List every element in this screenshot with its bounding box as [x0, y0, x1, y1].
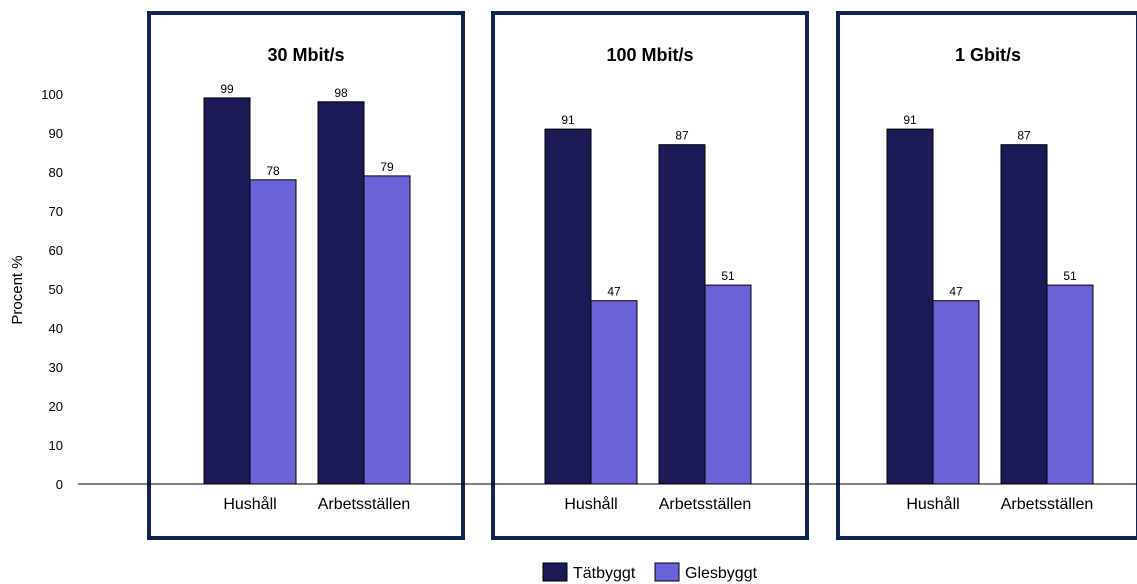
x-category-label: Hushåll	[906, 495, 959, 513]
data-label: 87	[675, 129, 689, 143]
bar	[658, 144, 706, 485]
y-tick-label: 50	[49, 282, 63, 297]
bar	[544, 128, 592, 485]
bar	[590, 300, 638, 485]
data-label: 47	[607, 285, 621, 299]
data-label: 91	[903, 113, 917, 127]
legend-swatch	[654, 562, 680, 582]
y-tick-label: 90	[49, 126, 63, 141]
panel-title: 1 Gbit/s	[955, 45, 1021, 65]
data-label: 47	[949, 285, 963, 299]
x-category-label: Hushåll	[564, 495, 617, 513]
panel-border	[147, 11, 465, 540]
bar	[886, 128, 934, 485]
y-tick-label: 30	[49, 360, 63, 375]
bar	[203, 97, 251, 485]
bar	[932, 300, 980, 485]
x-category-label: Arbetsställen	[318, 496, 411, 513]
bar	[363, 175, 411, 485]
data-label: 98	[334, 86, 348, 100]
panel-title: 30 Mbit/s	[267, 45, 344, 65]
y-tick-label: 100	[41, 87, 63, 102]
bar	[1000, 144, 1048, 485]
legend-label: Tätbyggt	[573, 565, 636, 582]
y-tick-label: 80	[49, 165, 63, 180]
x-category-label: Hushåll	[223, 495, 276, 513]
bar	[704, 284, 752, 485]
bar	[249, 179, 297, 485]
x-category-label: Arbetsställen	[659, 496, 752, 513]
data-label: 91	[561, 113, 575, 127]
panel-border	[491, 11, 809, 540]
y-tick-label: 10	[49, 438, 63, 453]
y-tick-label: 70	[49, 204, 63, 219]
bar	[1046, 284, 1094, 485]
bar	[317, 101, 365, 485]
data-label: 51	[1063, 269, 1077, 283]
y-tick-label: 0	[56, 477, 63, 492]
data-label: 51	[721, 269, 735, 283]
panel-title: 100 Mbit/s	[606, 45, 693, 65]
data-label: 79	[380, 160, 394, 174]
data-label: 87	[1017, 129, 1031, 143]
legend-swatch	[542, 562, 568, 582]
legend-label: Glesbyggt	[685, 565, 758, 582]
y-tick-label: 20	[49, 399, 63, 414]
panel-border	[836, 11, 1137, 540]
y-axis-label: Procent %	[9, 255, 26, 324]
data-label: 78	[266, 164, 280, 178]
x-category-label: Arbetsställen	[1001, 496, 1094, 513]
data-label: 99	[220, 82, 234, 96]
y-tick-label: 40	[49, 321, 63, 336]
y-tick-label: 60	[49, 243, 63, 258]
